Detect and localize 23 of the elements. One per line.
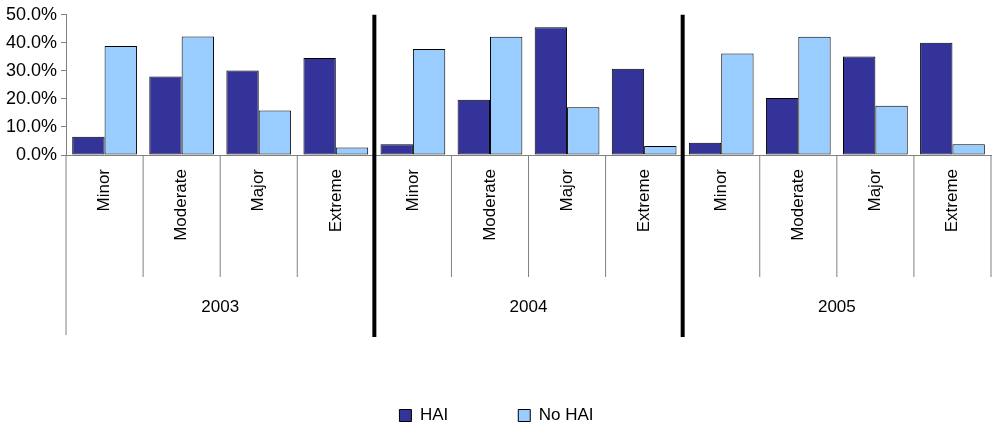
x-tick-label: Minor — [710, 168, 730, 212]
legend-label: No HAI — [538, 405, 594, 425]
legend-label: HAI — [419, 405, 449, 425]
y-tick-label: 30.0% — [5, 59, 58, 80]
x-tick-label: Extreme — [633, 169, 653, 233]
text: 2004 — [509, 296, 548, 316]
y-tick-label: 0.0% — [16, 143, 58, 164]
x-tick-label: Extreme — [325, 169, 345, 233]
x-tick-label: Minor — [94, 168, 114, 212]
x-tick-label: Moderate — [171, 169, 191, 241]
y-tick-label: 10.0% — [5, 115, 58, 136]
x-tick-label: Minor — [402, 168, 422, 212]
x-tick-label: Moderate — [787, 169, 807, 241]
text: 2005 — [817, 296, 856, 316]
text: 2003 — [201, 296, 240, 316]
x-tick-label: Major — [556, 168, 576, 212]
y-tick-label: 50.0% — [5, 3, 58, 24]
x-tick-label: Extreme — [942, 169, 962, 233]
x-tick-label: Moderate — [479, 169, 499, 241]
x-tick-label: Major — [865, 168, 885, 212]
y-tick-label: 40.0% — [5, 31, 58, 52]
x-tick-label: Major — [248, 168, 268, 212]
y-tick-label: 20.0% — [5, 87, 58, 108]
